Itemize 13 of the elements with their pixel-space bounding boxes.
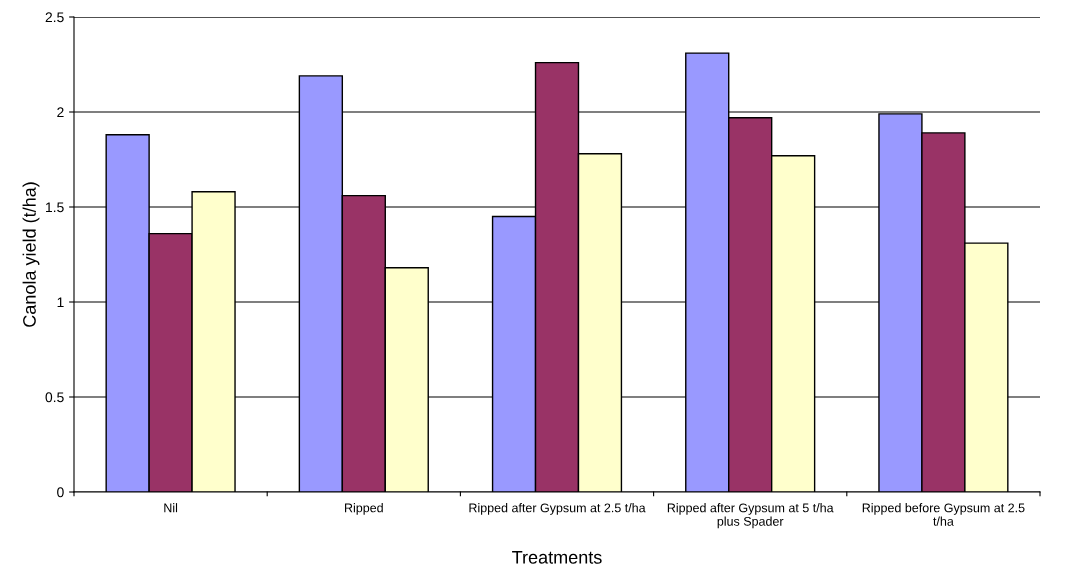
y-axis-title: Canola yield (t/ha)	[22, 182, 40, 327]
x-axis-title: Treatments	[512, 551, 602, 564]
x-tick-label: Ripped after Gypsum at 2.5 t/ha	[469, 503, 646, 515]
y-tick-label: 1.5	[46, 202, 64, 213]
y-tick-label: 2.5	[45, 12, 64, 23]
x-tick-label: Nil	[164, 503, 178, 513]
y-tick-label: 0	[57, 487, 64, 498]
y-tick-label: 1	[57, 297, 64, 308]
y-tick-label: 2	[57, 107, 64, 118]
x-tick-label: Ripped before Gypsum at 2.5 t/ha	[862, 503, 1025, 526]
y-tick-label: 0.5	[45, 392, 64, 403]
x-tick-label: Ripped after Gypsum at 5 t/ha plus Spader	[667, 503, 834, 529]
x-tick-label: Ripped	[345, 503, 383, 515]
